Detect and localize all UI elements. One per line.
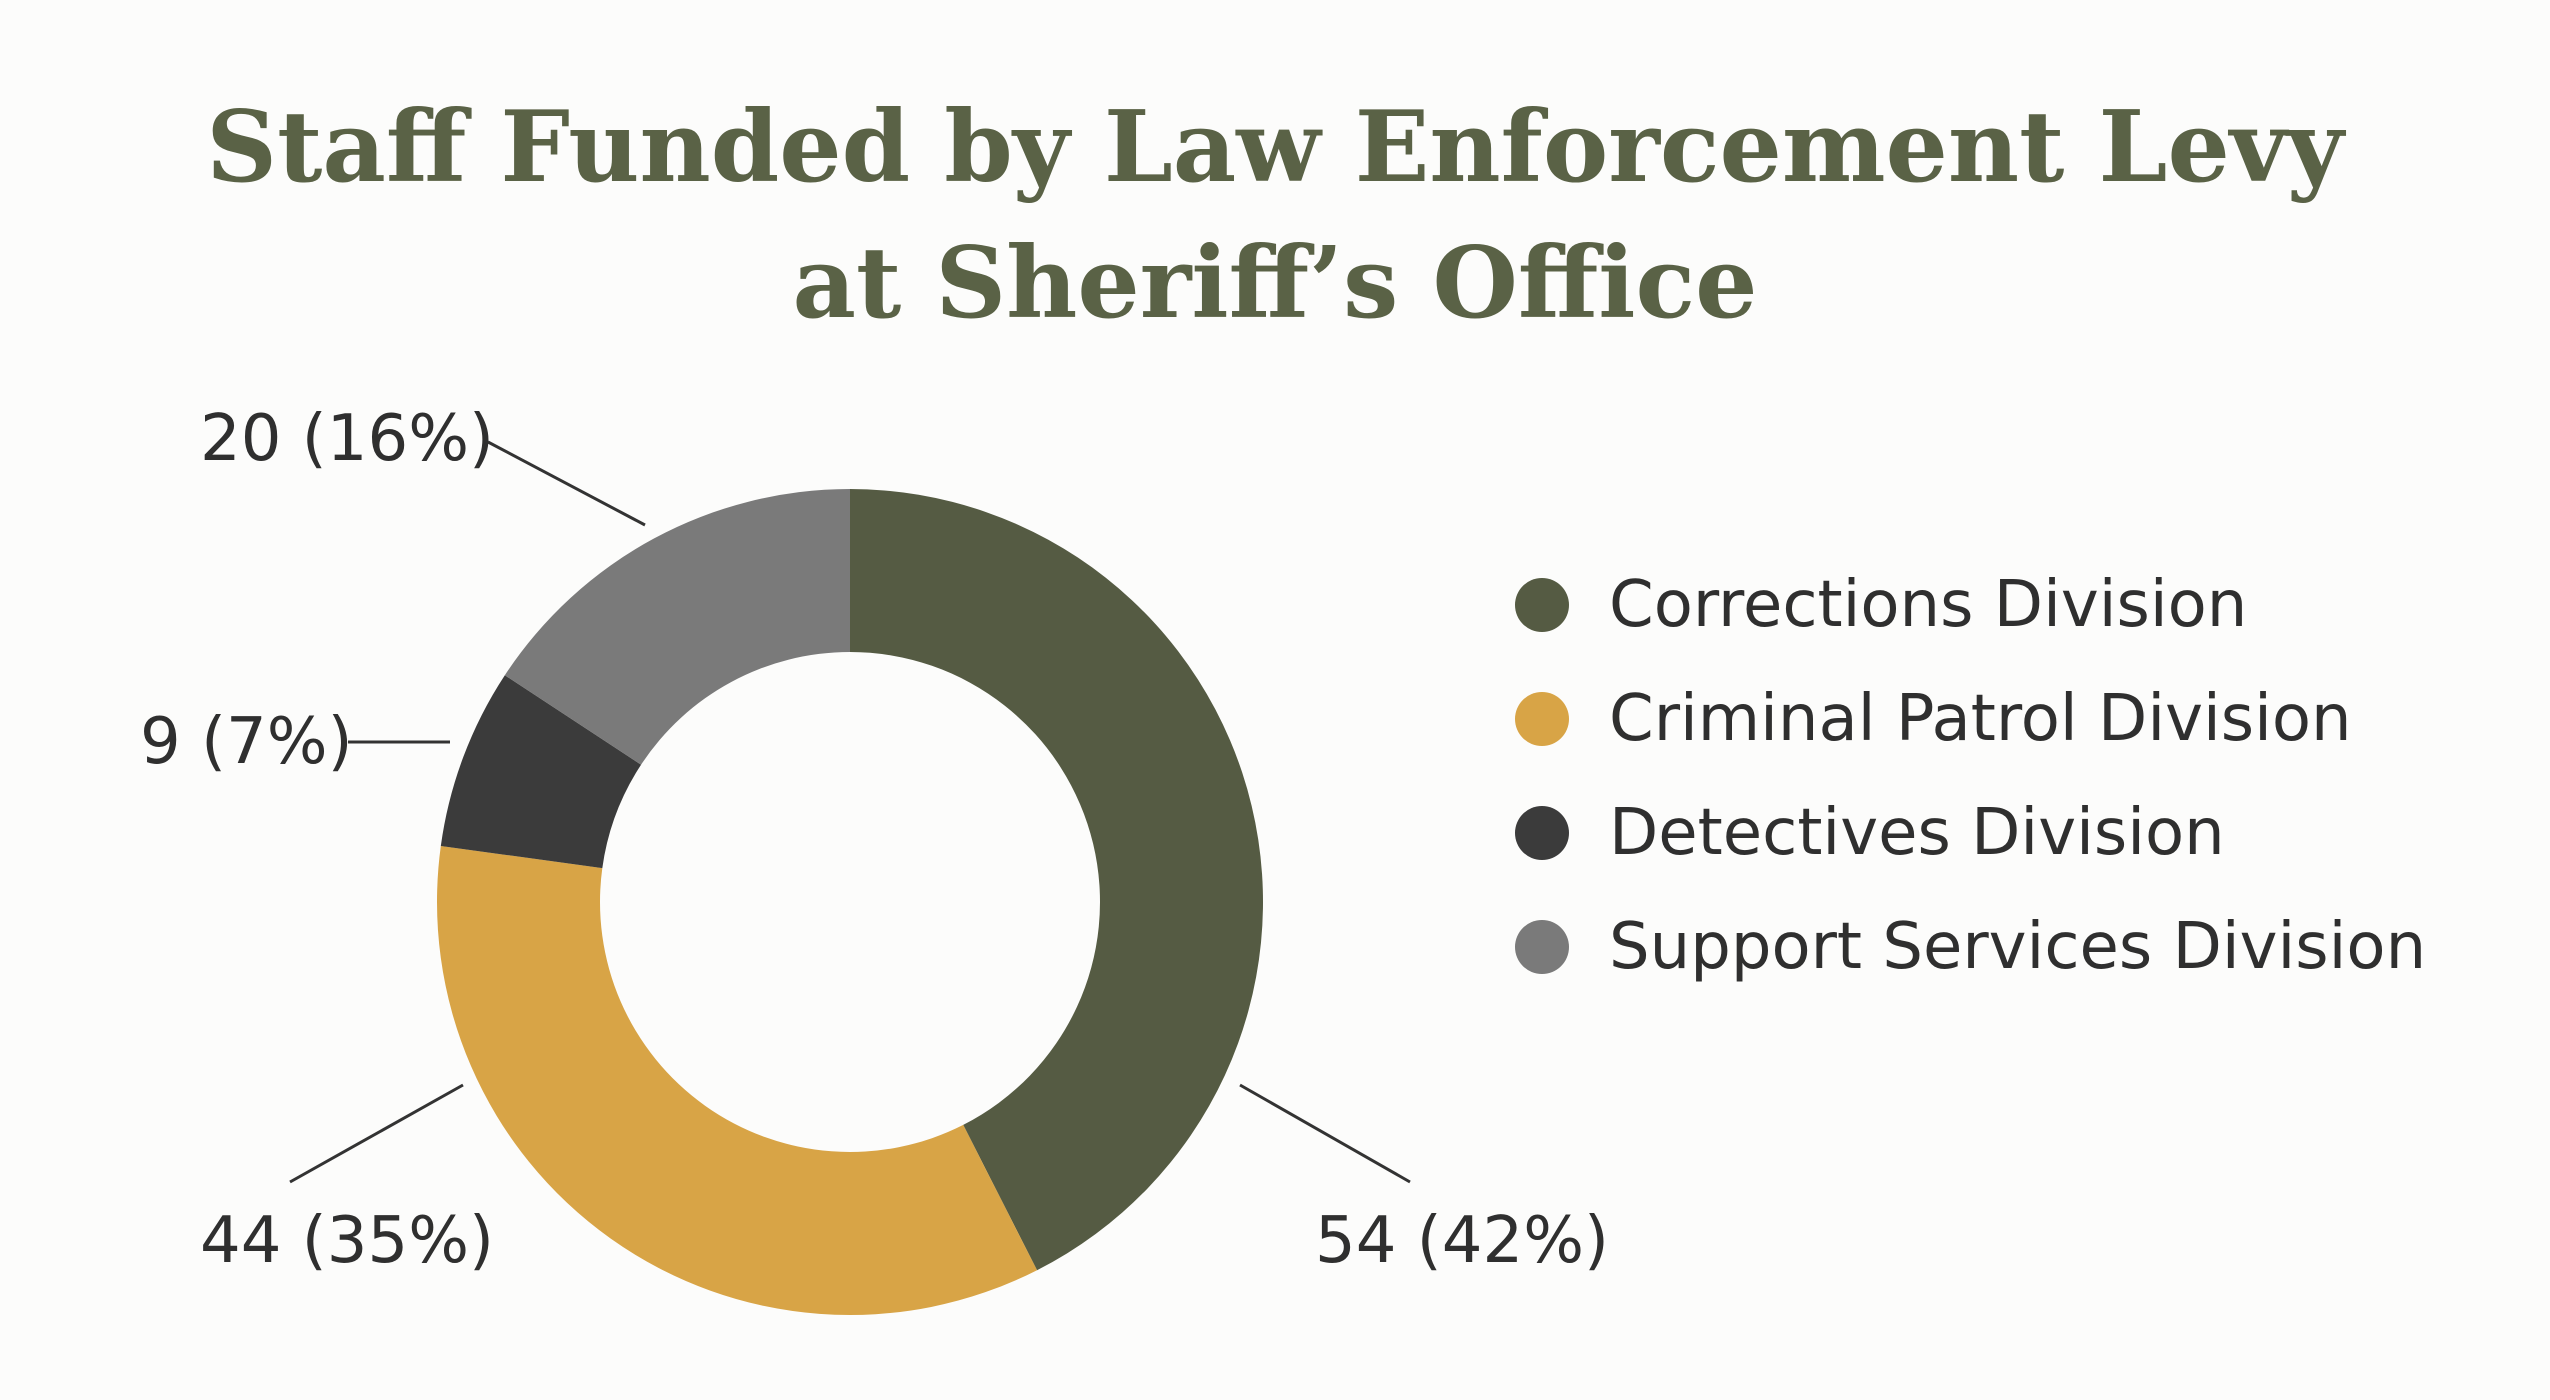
slice-criminal-patrol-division — [437, 845, 1038, 1315]
legend-item-support-services: Support Services Division — [1515, 890, 2426, 1004]
chart-title: Staff Funded by Law Enforcement Levy at … — [0, 80, 2550, 352]
slice-corrections-division — [850, 489, 1263, 1271]
slice-detectives-division — [440, 675, 642, 869]
legend-item-criminal-patrol: Criminal Patrol Division — [1515, 662, 2426, 776]
legend-swatch-support-services — [1515, 920, 1569, 974]
donut-slices — [437, 489, 1263, 1315]
legend-swatch-detectives — [1515, 806, 1569, 860]
legend-swatch-corrections — [1515, 578, 1569, 632]
data-label-detectives-division: 9 (7%) — [140, 705, 353, 779]
legend-label-corrections: Corrections Division — [1609, 568, 2248, 642]
legend-label-detectives: Detectives Division — [1609, 796, 2225, 870]
data-label-support-services-division: 20 (16%) — [200, 402, 494, 476]
legend-label-support-services: Support Services Division — [1609, 910, 2427, 984]
data-label-callouts: 54 (42%) 44 (35%) 9 (7%) 20 (16%) — [140, 402, 1609, 1278]
chart-title-line-1: Staff Funded by Law Enforcement Levy — [206, 90, 2344, 205]
callout-line-corrections-division — [1239, 1083, 1411, 1184]
legend: Corrections Division Criminal Patrol Div… — [1515, 548, 2426, 1004]
slice-support-services-division — [504, 489, 850, 765]
data-label-criminal-patrol-division: 44 (35%) — [200, 1204, 494, 1278]
data-label-corrections-division: 54 (42%) — [1315, 1204, 1609, 1278]
legend-item-detectives: Detectives Division — [1515, 776, 2426, 890]
callout-line-criminal-patrol-division — [289, 1083, 464, 1184]
chart-title-line-2: at Sheriff’s Office — [792, 226, 1758, 341]
legend-swatch-criminal-patrol — [1515, 692, 1569, 746]
callout-line-support-services-division — [487, 440, 646, 527]
legend-label-criminal-patrol: Criminal Patrol Division — [1609, 682, 2352, 756]
legend-item-corrections: Corrections Division — [1515, 548, 2426, 662]
